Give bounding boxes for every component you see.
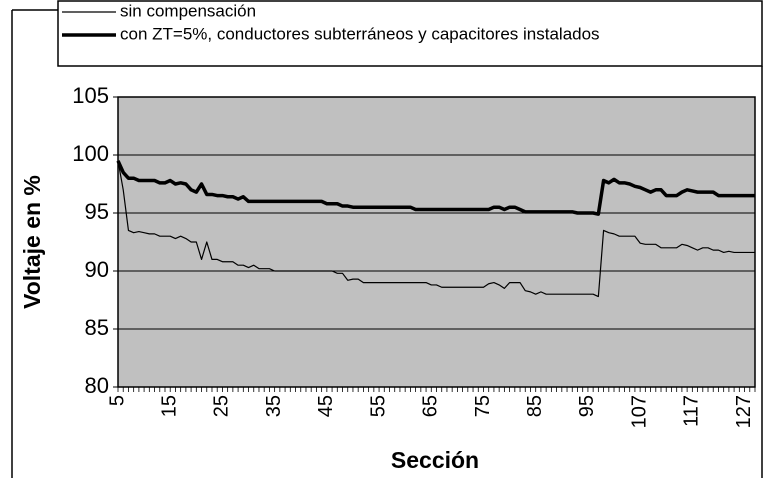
legend-box: [57, 0, 763, 67]
series-line: [116, 160, 755, 216]
x-tick-label: 25: [211, 395, 233, 417]
x-tick-label: 55: [367, 395, 389, 417]
x-tick-label: 65: [420, 395, 442, 417]
y-tick-label: 100: [72, 141, 109, 166]
x-tick-label: 45: [315, 395, 337, 417]
x-tick-label: 85: [524, 395, 546, 417]
x-axis-title: Sección: [391, 447, 479, 473]
x-tick-label: 75: [472, 395, 494, 417]
x-tick-label: 107: [628, 395, 650, 428]
y-tick-label: 95: [85, 199, 109, 224]
y-tick-label: 80: [85, 373, 109, 398]
plot-area: [118, 97, 755, 387]
y-axis-title: Voltaje en %: [19, 175, 45, 309]
x-tick-label: 117: [681, 395, 703, 427]
x-tick-label: 95: [576, 395, 598, 417]
legend-label: sin compensación: [120, 1, 256, 20]
x-tick-label: 15: [158, 395, 180, 417]
x-tick-label: 5: [106, 395, 128, 406]
plot-border: [117, 96, 756, 388]
legend-label: con ZT=5%, conductores subterráneos y ca…: [120, 24, 600, 43]
y-tick-label: 85: [85, 315, 109, 340]
y-tick-label: 90: [85, 257, 109, 282]
x-tick-label: 35: [263, 395, 285, 417]
x-tick-label: 127: [733, 395, 755, 428]
y-tick-label: 105: [72, 83, 109, 108]
series-line: [117, 160, 755, 298]
